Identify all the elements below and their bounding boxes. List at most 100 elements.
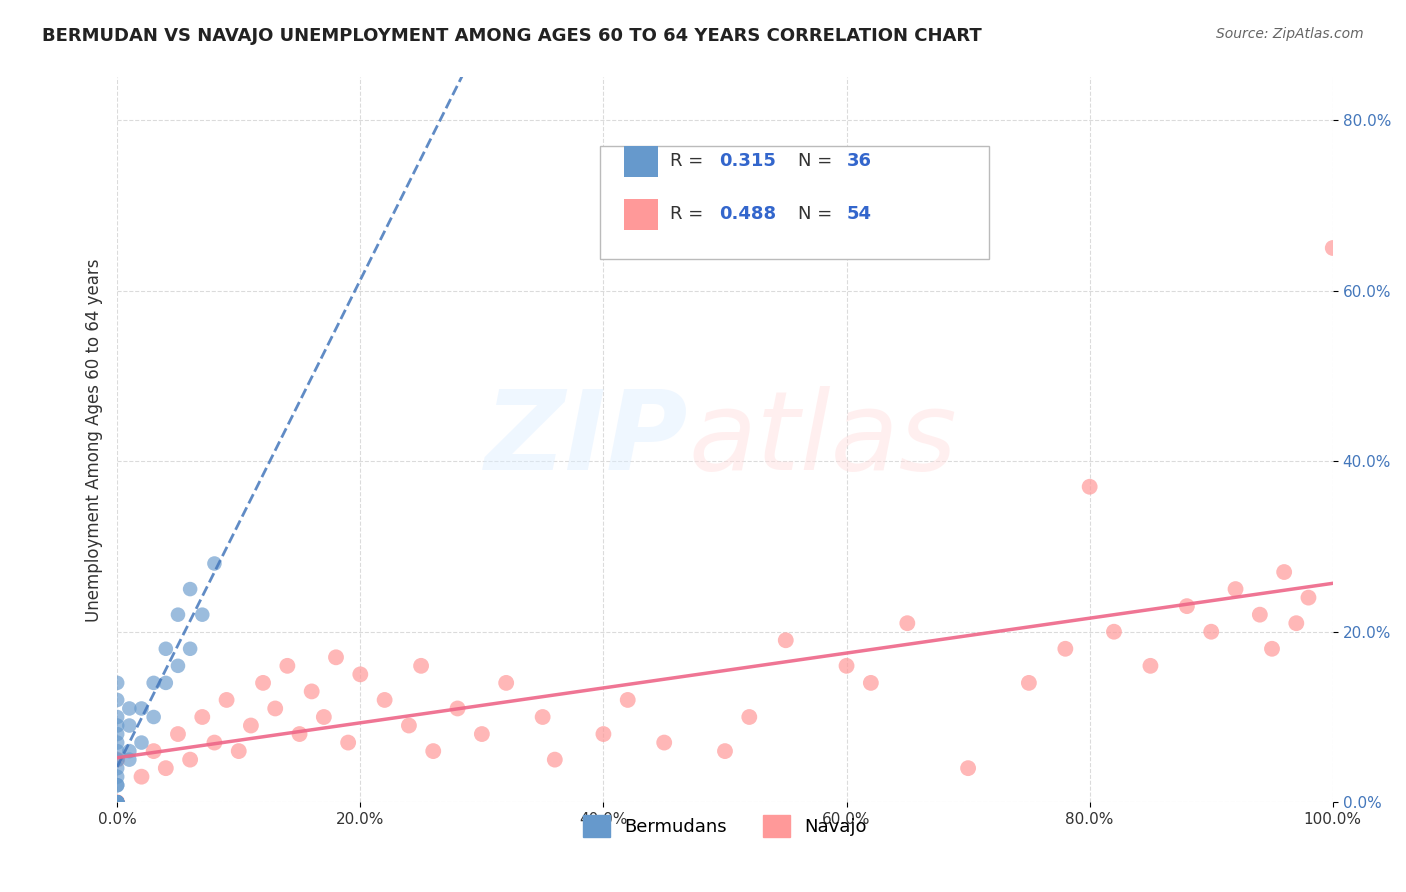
Point [714, 744, 737, 758]
Point [179, 582, 201, 596]
Point [155, 641, 177, 656]
Point [131, 770, 153, 784]
Point [228, 744, 250, 758]
Point [155, 676, 177, 690]
Point [105, 795, 128, 809]
Point [1272, 565, 1295, 579]
Point [105, 770, 128, 784]
Point [1261, 641, 1284, 656]
Point [105, 795, 128, 809]
Point [374, 693, 396, 707]
Text: atlas: atlas [689, 386, 957, 493]
Point [105, 795, 128, 809]
Point [131, 701, 153, 715]
Text: N =: N = [799, 204, 838, 223]
Point [325, 650, 347, 665]
Point [105, 795, 128, 809]
Point [239, 718, 262, 732]
Text: 36: 36 [846, 152, 872, 169]
Text: R =: R = [671, 204, 709, 223]
Point [204, 557, 226, 571]
Point [471, 727, 494, 741]
Point [155, 761, 177, 775]
Text: 0.488: 0.488 [718, 204, 776, 223]
Point [131, 735, 153, 749]
Point [616, 693, 638, 707]
Point [105, 761, 128, 775]
Point [105, 795, 128, 809]
Point [446, 701, 468, 715]
Point [167, 658, 190, 673]
Point [738, 710, 761, 724]
Point [191, 607, 214, 622]
Point [142, 744, 165, 758]
Point [167, 727, 190, 741]
Point [179, 641, 201, 656]
Point [118, 753, 141, 767]
FancyBboxPatch shape [624, 199, 658, 229]
Text: BERMUDAN VS NAVAJO UNEMPLOYMENT AMONG AGES 60 TO 64 YEARS CORRELATION CHART: BERMUDAN VS NAVAJO UNEMPLOYMENT AMONG AG… [42, 27, 981, 45]
Text: R =: R = [671, 152, 709, 169]
Point [544, 753, 567, 767]
Point [276, 658, 298, 673]
Point [105, 718, 128, 732]
Point [118, 744, 141, 758]
Y-axis label: Unemployment Among Ages 60 to 64 years: Unemployment Among Ages 60 to 64 years [86, 258, 103, 622]
Point [204, 735, 226, 749]
Text: Source: ZipAtlas.com: Source: ZipAtlas.com [1216, 27, 1364, 41]
Point [105, 795, 128, 809]
Point [1102, 624, 1125, 639]
Point [1322, 241, 1344, 255]
Point [592, 727, 614, 741]
Point [105, 693, 128, 707]
Point [105, 795, 128, 809]
Point [301, 684, 323, 698]
Point [179, 753, 201, 767]
Point [337, 735, 360, 749]
Point [105, 676, 128, 690]
Point [118, 701, 141, 715]
Point [896, 616, 918, 631]
Text: 54: 54 [846, 204, 872, 223]
Point [1298, 591, 1320, 605]
Point [1225, 582, 1247, 596]
Point [105, 710, 128, 724]
Point [312, 710, 335, 724]
Point [215, 693, 238, 707]
Point [105, 744, 128, 758]
Point [859, 676, 882, 690]
Point [288, 727, 311, 741]
FancyBboxPatch shape [600, 146, 988, 259]
Point [167, 607, 190, 622]
Point [957, 761, 980, 775]
Text: ZIP: ZIP [485, 386, 689, 493]
Point [142, 710, 165, 724]
Point [1285, 616, 1308, 631]
Text: 0.315: 0.315 [718, 152, 776, 169]
Point [422, 744, 444, 758]
Point [1054, 641, 1077, 656]
Point [1078, 480, 1101, 494]
Point [349, 667, 371, 681]
Point [118, 718, 141, 732]
Legend: Bermudans, Navajo: Bermudans, Navajo [575, 807, 875, 844]
Point [191, 710, 214, 724]
Point [105, 753, 128, 767]
Point [105, 778, 128, 792]
Point [105, 735, 128, 749]
Point [105, 753, 128, 767]
Point [264, 701, 287, 715]
Point [531, 710, 554, 724]
Point [105, 778, 128, 792]
Point [495, 676, 517, 690]
Point [252, 676, 274, 690]
Point [775, 633, 797, 648]
Point [142, 676, 165, 690]
Point [105, 795, 128, 809]
Point [409, 658, 432, 673]
Point [1199, 624, 1222, 639]
Point [1175, 599, 1198, 614]
Point [398, 718, 420, 732]
Point [652, 735, 675, 749]
Point [835, 658, 858, 673]
